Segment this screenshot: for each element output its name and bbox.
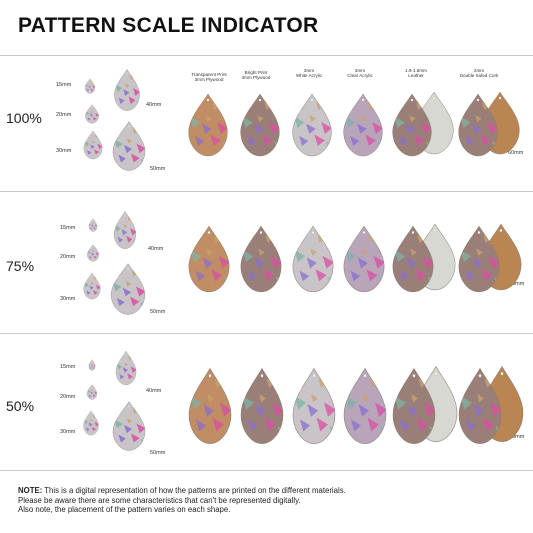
- material-label: 3mm Clear Acrylic: [347, 68, 373, 79]
- size-label: 15mm: [60, 364, 76, 370]
- divider: [0, 470, 533, 471]
- teardrop-sample: [389, 366, 439, 446]
- teardrop-sample: [82, 130, 104, 160]
- teardrop-sample: [289, 92, 335, 158]
- teardrop-sample: [108, 262, 148, 316]
- material-label: Transparent Print 3mm Plywood: [191, 72, 227, 83]
- teardrop-sample: [455, 366, 505, 446]
- material-label: 3mm White Acrylic: [295, 68, 323, 79]
- divider: [0, 333, 533, 334]
- size-label: 60mm: [509, 281, 525, 287]
- size-label: 20mm: [56, 112, 72, 118]
- teardrop-sample: [289, 366, 339, 446]
- size-label: 40mm: [146, 388, 162, 394]
- teardrop-sample: [82, 272, 102, 300]
- material-label: 2mm Double Sided Cork: [459, 68, 499, 79]
- disclaimer-note: NOTE: This is a digital representation o…: [18, 486, 346, 515]
- teardrop-sample: [84, 104, 100, 124]
- teardrop-sample: [340, 366, 390, 446]
- scale-label: 75%: [6, 258, 35, 274]
- size-label: 30mm: [56, 148, 72, 154]
- teardrop-sample: [114, 350, 138, 386]
- teardrop-sample: [455, 92, 501, 158]
- teardrop-sample: [340, 92, 386, 158]
- scale-label: 100%: [6, 110, 42, 126]
- teardrop-sample: [86, 384, 98, 400]
- teardrop-sample: [84, 78, 96, 94]
- teardrop-sample: [110, 400, 148, 452]
- teardrop-sample: [110, 120, 148, 172]
- teardrop-sample: [237, 92, 283, 158]
- teardrop-sample: [185, 92, 231, 158]
- size-label: 50mm: [150, 450, 166, 456]
- teardrop-sample: [237, 366, 287, 446]
- teardrop-sample: [88, 218, 98, 232]
- size-label: 30mm: [60, 296, 76, 302]
- size-label: 15mm: [56, 82, 72, 88]
- size-label: 20mm: [60, 254, 76, 260]
- teardrop-sample: [185, 224, 233, 294]
- size-label: 20mm: [60, 394, 76, 400]
- size-label: 60mm: [508, 150, 524, 156]
- teardrop-sample: [289, 224, 337, 294]
- teardrop-sample: [185, 366, 235, 446]
- divider: [0, 191, 533, 192]
- size-label: 40mm: [146, 102, 162, 108]
- size-label: 50mm: [150, 309, 166, 315]
- teardrop-sample: [455, 224, 503, 294]
- page-title: PATTERN SCALE INDICATOR: [18, 14, 319, 37]
- teardrop-sample: [237, 224, 285, 294]
- teardrop-sample: [82, 410, 100, 436]
- teardrop-sample: [389, 92, 435, 158]
- size-label: 30mm: [60, 429, 76, 435]
- teardrop-sample: [340, 224, 388, 294]
- scale-label: 50%: [6, 398, 35, 414]
- size-label: 60mm: [509, 434, 525, 440]
- teardrop-sample: [86, 244, 100, 262]
- teardrop-sample: [112, 210, 138, 250]
- material-label: 1.6-1.8mm Leather: [405, 68, 427, 79]
- divider: [0, 55, 533, 56]
- material-label: Bright Print 3mm Plywood: [241, 70, 271, 81]
- size-label: 15mm: [60, 225, 76, 231]
- size-label: 50mm: [150, 166, 166, 172]
- teardrop-sample: [112, 68, 142, 112]
- teardrop-sample: [389, 224, 437, 294]
- size-label: 40mm: [148, 246, 164, 252]
- teardrop-sample: [88, 358, 96, 371]
